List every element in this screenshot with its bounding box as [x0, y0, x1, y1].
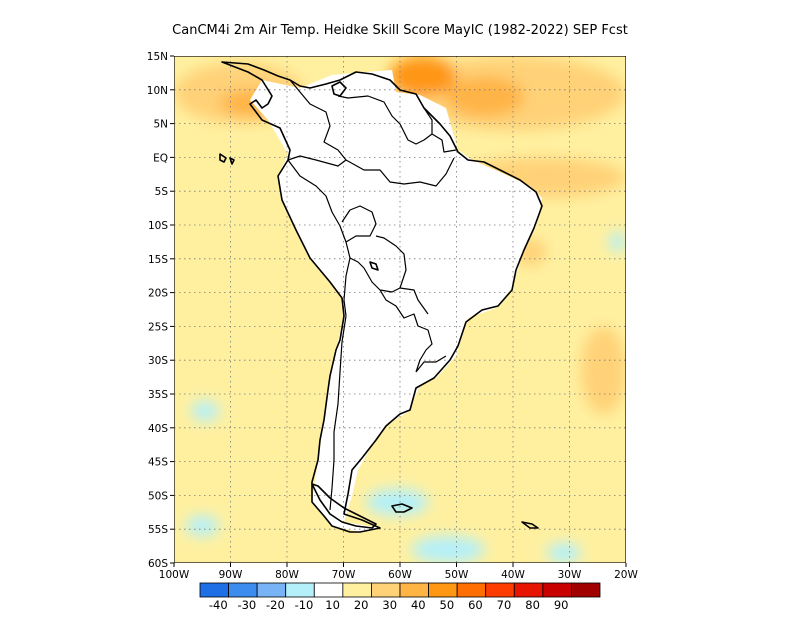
colorbar-label: -20	[266, 598, 285, 612]
lat-tick-label: 15N	[147, 51, 168, 63]
colorbar-label: 30	[382, 598, 397, 612]
lat-tick-label: 55S	[148, 524, 168, 536]
lat-tick-label: 60S	[148, 558, 168, 570]
map-title: CanCM4i 2m Air Temp. Heidke Skill Score …	[172, 23, 628, 38]
colorbar-label: 10	[325, 598, 340, 612]
lat-tick-label: 30S	[148, 355, 168, 367]
skill-region	[366, 488, 429, 516]
lake-maracaibo	[331, 81, 347, 97]
lake-titicaca	[369, 261, 379, 271]
colorbar-label: -30	[237, 598, 256, 612]
map-panel: 15N 10N 5N EQ 5S 10S 15S 20S 25S 30S 35S 40S 45S 50S 5…	[147, 51, 639, 581]
colorbar: -40 -30 -20 -10 10 20 30 40 50 60 70 80 90	[199, 582, 601, 612]
lon-tick-label: 90W	[219, 569, 243, 581]
lat-tick-label: 5S	[155, 186, 169, 198]
galapagos-islands	[219, 153, 235, 165]
lon-tick-label: 70W	[332, 569, 356, 581]
skill-region	[241, 306, 344, 361]
colorbar-label: -40	[209, 598, 228, 612]
lat-tick-label: 25S	[148, 321, 168, 333]
colorbar-swatch	[342, 582, 372, 598]
lon-tick-label: 40W	[501, 569, 525, 581]
lat-tick-label: 45S	[148, 457, 168, 469]
colorbar-swatch	[199, 582, 229, 598]
lon-tick-label: 100W	[159, 569, 190, 581]
lat-tick-label: 35S	[148, 389, 168, 401]
colorbar-label: -10	[295, 598, 314, 612]
lon-tick-label: 60W	[388, 569, 412, 581]
gridlines	[174, 56, 626, 563]
colorbar-swatch	[256, 582, 287, 598]
lat-tick-label: 10S	[148, 220, 168, 232]
skill-region	[190, 400, 220, 422]
skill-region	[185, 218, 287, 259]
skill-region	[609, 231, 626, 253]
lon-tick-label: 30W	[558, 569, 582, 581]
lon-tick-label: 50W	[445, 569, 469, 581]
colorbar-label: 20	[354, 598, 369, 612]
colorbar-label: 40	[411, 598, 426, 612]
colorbar-swatch	[285, 582, 315, 598]
lon-tick-label: 80W	[275, 569, 299, 581]
south-america-land	[250, 70, 542, 532]
colorbar-swatch	[428, 582, 458, 598]
country-borders	[287, 79, 457, 511]
south-georgia	[521, 521, 539, 529]
colorbar-swatch	[371, 582, 401, 598]
lat-tick-label: 40S	[148, 423, 168, 435]
skill-region	[185, 515, 220, 536]
colorbar-label: 80	[525, 598, 540, 612]
falkland-islands	[391, 503, 413, 513]
colorbar-label: 50	[440, 598, 455, 612]
lat-tick-label: EQ	[153, 152, 168, 164]
lat-tick-label: 50S	[148, 490, 168, 502]
colorbar-label: 70	[497, 598, 512, 612]
lat-tick-label: 20S	[148, 288, 168, 300]
skill-region	[411, 535, 485, 563]
skill-region	[484, 414, 570, 462]
longitude-labels: 100W 90W 80W 70W 60W 50W 40W 30W 20W	[159, 563, 638, 581]
colorbar-swatch	[313, 582, 344, 598]
tierra-del-fuego	[311, 483, 377, 529]
colorbar-swatch	[228, 582, 258, 598]
colorbar-label: 90	[554, 598, 569, 612]
colorbar-swatch	[399, 582, 429, 598]
lat-tick-label: 5N	[153, 119, 168, 131]
lat-tick-label: 10N	[147, 85, 168, 97]
colorbar-swatch	[571, 582, 601, 598]
lon-tick-label: 20W	[614, 569, 638, 581]
skill-region	[580, 326, 626, 415]
colorbar-swatch	[456, 582, 487, 598]
skill-region	[445, 76, 525, 117]
skill-region	[546, 542, 581, 563]
lat-tick-label: 15S	[148, 254, 168, 266]
colorbar-label: 60	[468, 598, 483, 612]
colorbar-swatch	[542, 582, 572, 598]
latitude-labels: 15N 10N 5N EQ 5S 10S 15S 20S 25S 30S 35S 40S 45S 50S 5…	[147, 51, 174, 570]
skill-region	[388, 56, 457, 97]
colorbar-swatch	[485, 582, 515, 598]
colorbar-swatch	[513, 582, 544, 598]
coastline	[221, 61, 543, 533]
